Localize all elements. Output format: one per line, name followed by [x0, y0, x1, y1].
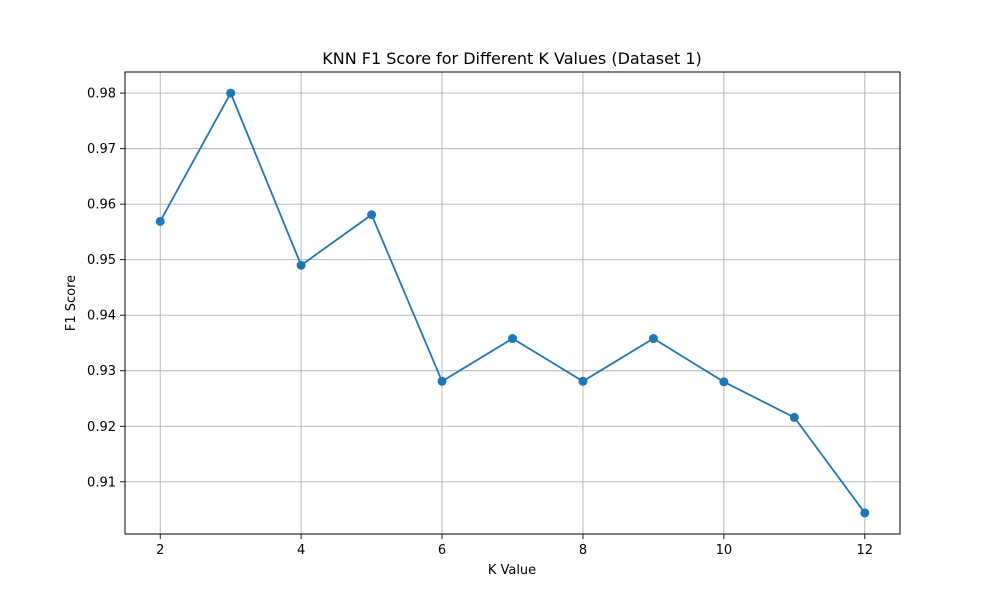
x-tick-label: 6 — [438, 543, 446, 558]
y-tick-label: 0.92 — [87, 420, 116, 435]
x-axis-label: K Value — [488, 563, 536, 578]
data-point — [296, 260, 306, 270]
axis-ticks: 2 4 6 8 10 12 0.91 0.92 0.93 0.94 0.95 0.96 0.97 0.98 — [87, 87, 873, 558]
data-point — [648, 334, 658, 344]
y-axis-label: F1 Score — [64, 275, 79, 331]
y-tick-label: 0.91 — [87, 475, 116, 490]
y-tick-label: 0.95 — [87, 253, 116, 268]
data-point — [508, 334, 517, 344]
x-tick-label: 10 — [716, 543, 733, 558]
series-layer — [155, 88, 870, 518]
chart-title: KNN F1 Score for Different K Values (Dat… — [322, 49, 702, 68]
y-tick-label: 0.98 — [87, 87, 116, 102]
x-tick-label: 12 — [856, 543, 873, 558]
y-tick-label: 0.93 — [87, 364, 116, 379]
y-tick-label: 0.97 — [87, 142, 116, 157]
data-point — [367, 210, 377, 220]
data-point — [437, 376, 447, 386]
data-point — [719, 377, 729, 387]
data-point — [860, 508, 870, 518]
x-tick-label: 2 — [156, 543, 164, 558]
data-point — [155, 216, 165, 226]
x-tick-label: 4 — [297, 543, 305, 558]
y-tick-label: 0.94 — [87, 309, 116, 324]
grid — [125, 72, 900, 534]
data-point — [789, 412, 799, 422]
plot-frame — [124, 71, 901, 535]
x-tick-label: 8 — [579, 543, 587, 558]
data-point — [578, 376, 588, 386]
y-tick-label: 0.96 — [87, 198, 116, 213]
data-point — [226, 88, 236, 98]
